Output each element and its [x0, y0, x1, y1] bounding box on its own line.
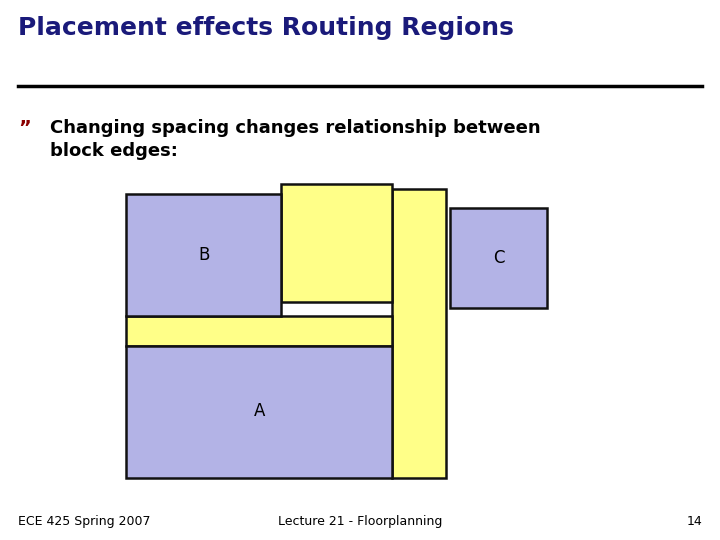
Bar	[126, 316, 392, 346]
Text: Lecture 21 - Floorplanning: Lecture 21 - Floorplanning	[278, 515, 442, 528]
Bar	[281, 184, 392, 302]
Text: C: C	[493, 248, 505, 267]
Text: A: A	[253, 402, 265, 421]
Text: Changing spacing changes relationship between
block edges:: Changing spacing changes relationship be…	[50, 119, 541, 160]
Text: Placement effects Routing Regions: Placement effects Routing Regions	[18, 16, 514, 40]
Text: B: B	[198, 246, 210, 264]
Bar	[126, 346, 392, 478]
Bar	[126, 194, 281, 316]
Bar	[392, 189, 446, 478]
Bar	[450, 208, 547, 308]
Text: 14: 14	[686, 515, 702, 528]
Text: ”: ”	[18, 119, 31, 138]
Text: ECE 425 Spring 2007: ECE 425 Spring 2007	[18, 515, 150, 528]
